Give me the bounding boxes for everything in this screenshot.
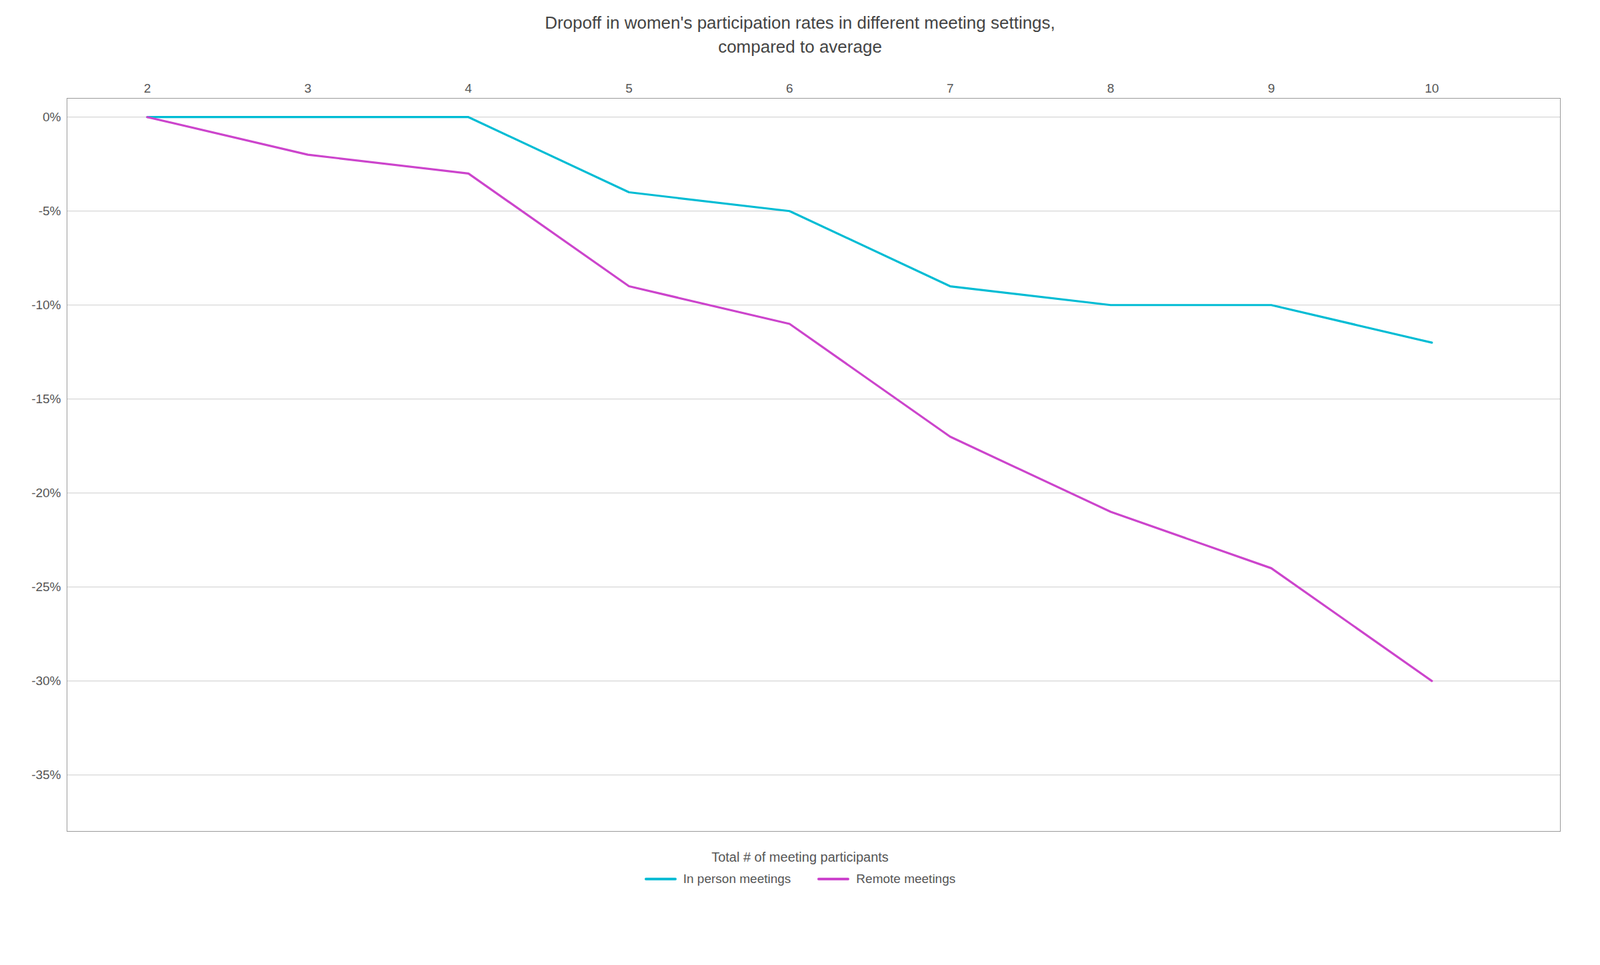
svg-text:2: 2 bbox=[144, 80, 152, 95]
svg-text:4: 4 bbox=[464, 80, 472, 95]
svg-text:-30%: -30% bbox=[31, 674, 61, 688]
svg-text:7: 7 bbox=[946, 80, 954, 95]
svg-text:-15%: -15% bbox=[31, 392, 61, 406]
svg-text:-35%: -35% bbox=[31, 768, 61, 782]
svg-text:10: 10 bbox=[1424, 80, 1439, 95]
html-text:Dropoff in women's participati: Dropoff in women's participation rates i… bbox=[544, 12, 1056, 33]
svg-text:0%: 0% bbox=[42, 110, 62, 124]
svg-text:8: 8 bbox=[1107, 80, 1115, 95]
html-text:In person meetings: In person meetings bbox=[683, 871, 791, 886]
svg-text:5: 5 bbox=[625, 80, 633, 95]
svg-text:9: 9 bbox=[1268, 80, 1276, 95]
svg-text:3: 3 bbox=[304, 80, 312, 95]
html-text:Remote meetings: Remote meetings bbox=[856, 871, 956, 886]
svg-text:6: 6 bbox=[786, 80, 794, 95]
svg-text:-5%: -5% bbox=[38, 204, 62, 218]
html-text:compared to average: compared to average bbox=[718, 36, 882, 57]
html-text:Total # of meeting participant: Total # of meeting participants bbox=[711, 849, 889, 865]
svg-text:-10%: -10% bbox=[31, 298, 61, 312]
svg-text:-20%: -20% bbox=[31, 486, 61, 500]
svg-text:-25%: -25% bbox=[31, 580, 61, 594]
